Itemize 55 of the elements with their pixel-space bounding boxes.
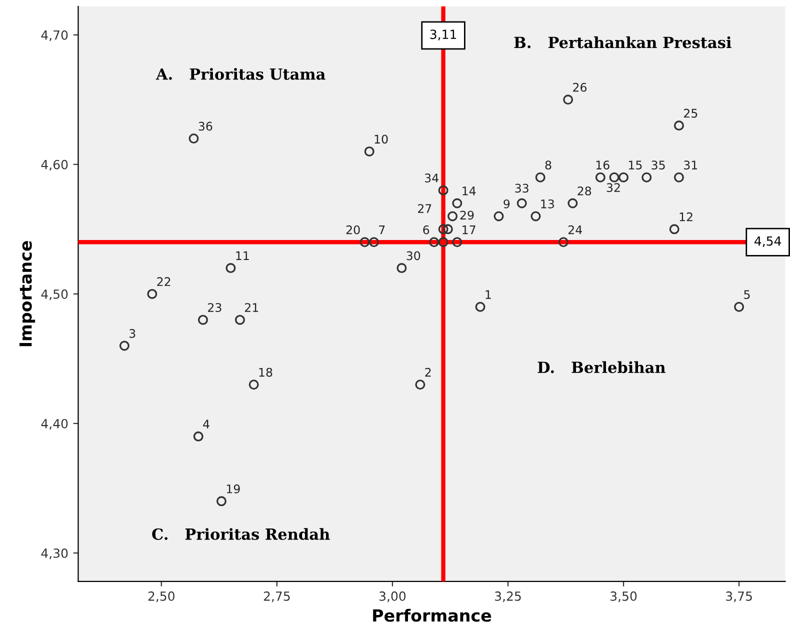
annotation: 31: [684, 160, 698, 170]
annotation: 1: [486, 290, 491, 299]
annotation: 19: [226, 484, 240, 494]
annotation: 5: [744, 290, 750, 300]
annotation: 20: [346, 225, 360, 234]
annotation: 13: [541, 199, 554, 208]
x-tick-label: 3,25: [495, 591, 521, 602]
annotation: 10: [374, 134, 388, 144]
annotation: 2: [425, 368, 431, 377]
annotation: 29: [460, 210, 474, 220]
annotation: 9: [504, 199, 510, 208]
annotation: 25: [684, 108, 698, 118]
x-tick-label: 3,50: [610, 591, 637, 602]
annotation: 16: [596, 160, 610, 170]
annotation: 32: [606, 183, 620, 192]
annotation: 24: [568, 225, 582, 234]
x-tick-label: 2,50: [148, 591, 174, 602]
annotation: D. Berlebihan: [538, 361, 666, 374]
annotation: 36: [198, 122, 212, 131]
y-tick-label: 4,40: [41, 418, 68, 430]
annotation: 17: [462, 226, 476, 234]
annotation: C. Prioritas Rendah: [152, 528, 330, 540]
annotation: 26: [573, 82, 587, 92]
annotation: 11: [236, 251, 249, 260]
annotation: B. Pertahankan Prestasi: [514, 36, 732, 48]
y-tick-label: 4,70: [41, 30, 68, 42]
y-axis-title: Importance: [19, 241, 36, 346]
ref-line-label: 4,54: [754, 236, 782, 248]
y-tick-label: 4,50: [41, 289, 68, 300]
annotation: 12: [680, 212, 692, 222]
annotation: 28: [578, 186, 592, 196]
y-tick-label: 4,30: [41, 548, 68, 560]
y-tick-label: 4,60: [41, 160, 68, 171]
annotation: 6: [423, 225, 430, 234]
annotation: 14: [462, 186, 476, 196]
annotation: 34: [425, 174, 438, 182]
x-tick-label: 3,00: [379, 591, 406, 602]
x-tick-label: 2,75: [264, 591, 290, 602]
annotation: 21: [244, 303, 258, 312]
annotation: 23: [208, 303, 222, 312]
annotation: 8: [545, 160, 552, 170]
annotation: 7: [379, 226, 385, 234]
annotation: 35: [652, 160, 665, 170]
annotation: 18: [259, 368, 272, 377]
annotation: A. Prioritas Utama: [156, 68, 326, 80]
annotation: 22: [157, 277, 170, 286]
annotation: 4: [203, 420, 210, 428]
annotation: 15: [628, 160, 642, 170]
annotation: 30: [406, 251, 420, 260]
x-axis-title: Performance: [373, 608, 492, 622]
annotation: 3: [129, 328, 136, 338]
annotation: 27: [418, 204, 432, 213]
x-tick-label: 3,75: [726, 591, 752, 602]
ref-line-label: 3,11: [430, 30, 456, 40]
annotation: 33: [515, 184, 528, 193]
